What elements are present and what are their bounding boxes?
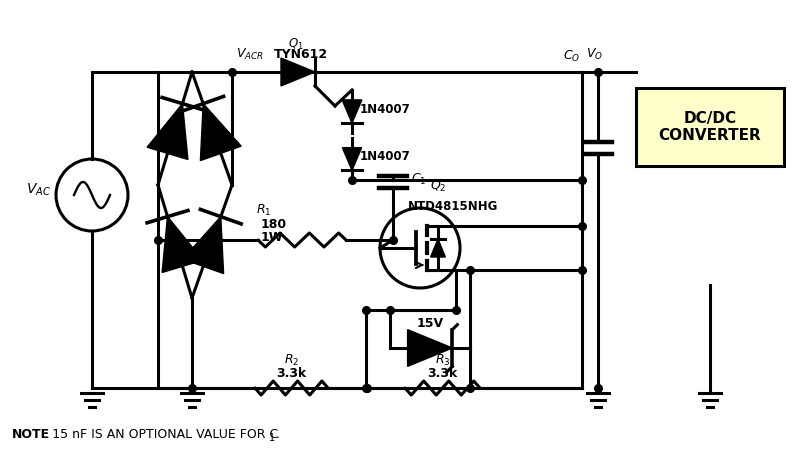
Text: 3.3k: 3.3k <box>276 367 306 380</box>
Text: $R_2$: $R_2$ <box>284 353 299 368</box>
Text: TYN612: TYN612 <box>274 47 328 60</box>
Text: 1N4007: 1N4007 <box>360 151 410 164</box>
Text: : 15 nF IS AN OPTIONAL VALUE FOR C: : 15 nF IS AN OPTIONAL VALUE FOR C <box>44 428 278 442</box>
Polygon shape <box>342 147 362 170</box>
Text: $Q_2$: $Q_2$ <box>430 179 446 194</box>
Text: $R_1$: $R_1$ <box>256 203 271 218</box>
Text: $C_O$: $C_O$ <box>562 49 580 64</box>
Text: CONVERTER: CONVERTER <box>658 128 762 143</box>
Polygon shape <box>183 216 223 274</box>
Text: $V_O$: $V_O$ <box>586 47 603 62</box>
Text: 1W: 1W <box>261 231 283 244</box>
Polygon shape <box>162 216 203 272</box>
Text: .: . <box>276 428 280 442</box>
Text: $V_{AC}$: $V_{AC}$ <box>26 182 50 198</box>
Text: DC/DC: DC/DC <box>683 111 737 126</box>
Polygon shape <box>281 58 315 86</box>
Polygon shape <box>201 104 241 161</box>
Text: 180: 180 <box>261 218 287 231</box>
FancyBboxPatch shape <box>636 88 784 166</box>
Polygon shape <box>342 100 362 123</box>
Text: NOTE: NOTE <box>12 428 50 442</box>
Text: 15V: 15V <box>417 317 443 330</box>
Polygon shape <box>408 330 453 366</box>
Text: 1N4007: 1N4007 <box>360 103 410 116</box>
Text: 3.3k: 3.3k <box>427 367 458 380</box>
Polygon shape <box>147 104 188 160</box>
Polygon shape <box>430 239 446 257</box>
Text: $Q_1$: $Q_1$ <box>288 37 304 52</box>
Text: NTD4815NHG: NTD4815NHG <box>408 199 498 212</box>
Text: 1: 1 <box>269 433 275 443</box>
Text: $R_3$: $R_3$ <box>434 353 450 368</box>
Text: $V_{ACR}$: $V_{ACR}$ <box>236 47 264 62</box>
Text: $C_1$: $C_1$ <box>411 171 426 187</box>
